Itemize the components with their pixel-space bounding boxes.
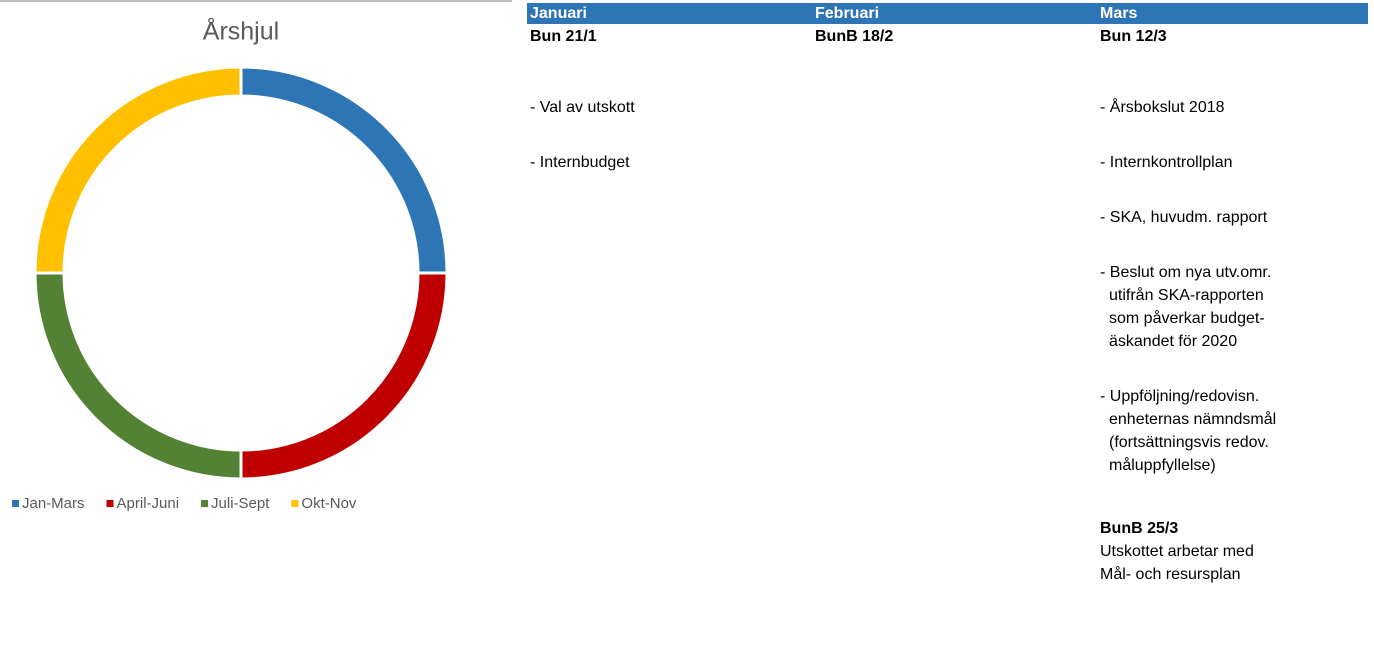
legend-label: April-Juni (117, 495, 180, 512)
meeting-note: Mål- och resursplan (1100, 565, 1241, 583)
donut-segment (239, 65, 449, 275)
agenda-line: äskandet för 2020 (1109, 333, 1237, 350)
chart-title: Årshjul (203, 16, 279, 46)
meeting-title: Bun 21/1 (530, 28, 597, 45)
legend-swatch (201, 500, 209, 507)
agenda-line: - SKA, huvudm. rapport (1100, 209, 1268, 226)
agenda-line: - Beslut om nya utv.omr. (1100, 264, 1271, 281)
legend-label: Juli-Sept (211, 495, 270, 512)
legend-label: Okt-Nov (301, 495, 357, 512)
meeting-note: Utskottet arbetar med (1100, 543, 1254, 560)
legend-label: Jan-Mars (22, 495, 85, 512)
table-header-band (527, 3, 1368, 24)
legend-swatch (12, 500, 19, 507)
column-header: Februari (815, 5, 879, 22)
agenda-line: - Internkontrollplan (1100, 154, 1233, 171)
legend-swatch (106, 500, 114, 507)
agenda-line: som påverkar budget- (1109, 309, 1265, 327)
agenda-line: - Uppföljning/redovisn. (1100, 388, 1259, 405)
agenda-line: utifrån SKA-rapporten (1109, 286, 1264, 304)
agenda-line: måluppfyllelse) (1109, 456, 1216, 474)
agenda-line: - Val av utskott (530, 99, 635, 116)
agenda-line: - Internbudget (530, 154, 630, 171)
column-header: Mars (1100, 5, 1137, 22)
donut-segment (33, 271, 243, 481)
meeting-title: Bun 12/3 (1100, 28, 1167, 45)
meeting-title: BunB 18/2 (815, 28, 893, 45)
legend-swatch (291, 500, 299, 507)
donut-segment (239, 271, 449, 481)
column-header: Januari (530, 5, 587, 22)
meeting-title: BunB 25/3 (1100, 520, 1178, 537)
agenda-line: (fortsättningsvis redov. (1109, 434, 1269, 451)
agenda-line: enheternas nämndsmål (1109, 410, 1276, 428)
donut-segment (33, 65, 243, 275)
agenda-line: - Årsbokslut 2018 (1100, 97, 1225, 116)
